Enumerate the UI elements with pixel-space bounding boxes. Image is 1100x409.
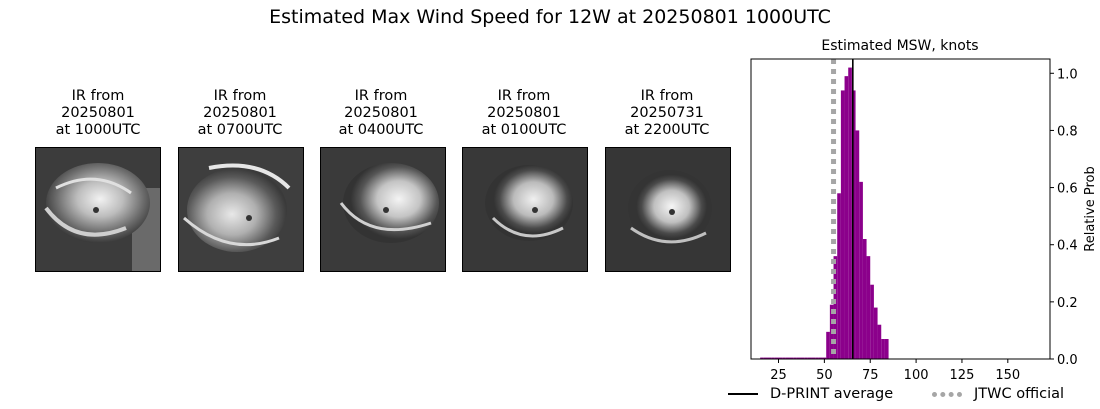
dprint-line-swatch: [728, 393, 758, 395]
histogram-bar: [789, 357, 794, 359]
ir-caption: IR from 20250801 at 0100UTC: [454, 88, 594, 140]
chart-title: Estimated MSW, knots: [821, 38, 978, 54]
y-tick-label: 0.0: [1057, 353, 1078, 368]
histogram-bar: [884, 339, 889, 359]
histogram-bar: [826, 331, 830, 359]
histogram-bar: [796, 357, 801, 359]
y-tick-label: 0.4: [1057, 239, 1078, 254]
ir-caption-line: IR from: [354, 88, 408, 104]
x-tick-label: 100: [904, 368, 929, 383]
ir-panel: IR from 20250801 at 1000UTC: [28, 88, 168, 272]
histogram-bar: [807, 357, 812, 359]
histogram-bar: [859, 181, 863, 359]
legend-label-jtwc: JTWC official: [974, 386, 1065, 402]
jtwc-line-swatch: [932, 391, 962, 397]
histogram-bar: [793, 357, 797, 359]
ir-caption-line: IR from: [640, 88, 694, 104]
ir-caption-date: 20250801: [61, 105, 135, 121]
histogram-bar: [862, 239, 867, 359]
ir-satellite-image: [320, 147, 446, 272]
histogram-bar: [837, 193, 841, 359]
histogram-bar: [833, 256, 838, 359]
ir-satellite-image: [462, 147, 588, 272]
histogram-bar: [855, 130, 860, 359]
x-tick-label: 75: [862, 368, 879, 383]
ir-caption-line: IR from: [497, 88, 551, 104]
y-axis-label: Relative Prob: [1083, 166, 1098, 251]
histogram-bar: [815, 357, 819, 359]
y-tick-label: 0.6: [1057, 182, 1078, 197]
histogram-bar: [881, 339, 885, 359]
histogram-bar: [818, 357, 823, 359]
ir-satellite-image: [605, 147, 731, 272]
ir-caption: IR from 20250731 at 2200UTC: [597, 88, 737, 140]
ir-caption-time: at 0100UTC: [481, 122, 567, 138]
histogram-bar: [822, 357, 827, 359]
histogram-bar: [763, 357, 768, 359]
histogram-bar: [804, 357, 808, 359]
ir-caption-line: IR from: [71, 88, 125, 104]
ir-caption: IR from 20250801 at 0400UTC: [311, 88, 451, 140]
x-tick-label: 25: [770, 368, 787, 383]
y-tick-label: 0.8: [1057, 124, 1078, 139]
ir-caption-date: 20250731: [630, 105, 704, 121]
histogram-bar: [851, 90, 856, 359]
legend-item-dprint: D-PRINT average: [728, 386, 893, 402]
ir-panel: IR from 20250731 at 2200UTC: [597, 88, 737, 272]
ir-caption-time: at 0700UTC: [197, 122, 283, 138]
x-tick-label: 125: [950, 368, 975, 383]
ir-panel: IR from 20250801 at 0100UTC: [454, 88, 594, 272]
histogram-bar: [870, 284, 874, 359]
histogram-bar: [800, 357, 805, 359]
histogram-bar: [811, 357, 816, 359]
figure-title: Estimated Max Wind Speed for 12W at 2025…: [269, 6, 831, 28]
histogram-bar: [866, 256, 871, 359]
ir-caption-time: at 2200UTC: [624, 122, 710, 138]
y-tick-label: 0.2: [1057, 296, 1078, 311]
histogram-bar: [840, 90, 845, 359]
ir-panel: IR from 20250801 at 0400UTC: [311, 88, 451, 272]
x-tick-label: 150: [995, 368, 1020, 383]
histogram-bar: [778, 357, 783, 359]
ir-caption-date: 20250801: [203, 105, 277, 121]
histogram-bar: [771, 357, 775, 359]
ir-caption: IR from 20250801 at 1000UTC: [28, 88, 168, 140]
ir-panel: IR from 20250801 at 0700UTC: [170, 88, 310, 272]
y-tick-label: 1.0: [1057, 67, 1078, 82]
ir-caption: IR from 20250801 at 0700UTC: [170, 88, 310, 140]
legend-label-dprint: D-PRINT average: [770, 386, 894, 402]
ir-caption-time: at 0400UTC: [338, 122, 424, 138]
ir-caption-time: at 1000UTC: [55, 122, 141, 138]
histogram-bar: [848, 67, 852, 360]
ir-caption-line: IR from: [213, 88, 267, 104]
x-tick-label: 50: [816, 368, 833, 383]
ir-satellite-image: [35, 147, 161, 272]
ir-caption-date: 20250801: [487, 105, 561, 121]
histogram-bar: [873, 307, 878, 359]
histogram-bar: [782, 357, 786, 359]
legend-item-jtwc: JTWC official: [932, 386, 1064, 402]
ir-caption-date: 20250801: [344, 105, 418, 121]
histogram-bar: [774, 357, 779, 359]
histogram-bar: [760, 357, 764, 359]
histogram-bar: [785, 357, 790, 359]
histogram-bar: [877, 324, 882, 359]
plot-frame: [750, 58, 1051, 360]
histogram-bar: [767, 357, 772, 359]
histogram-bar: [844, 76, 849, 360]
ir-satellite-image: [178, 147, 304, 272]
